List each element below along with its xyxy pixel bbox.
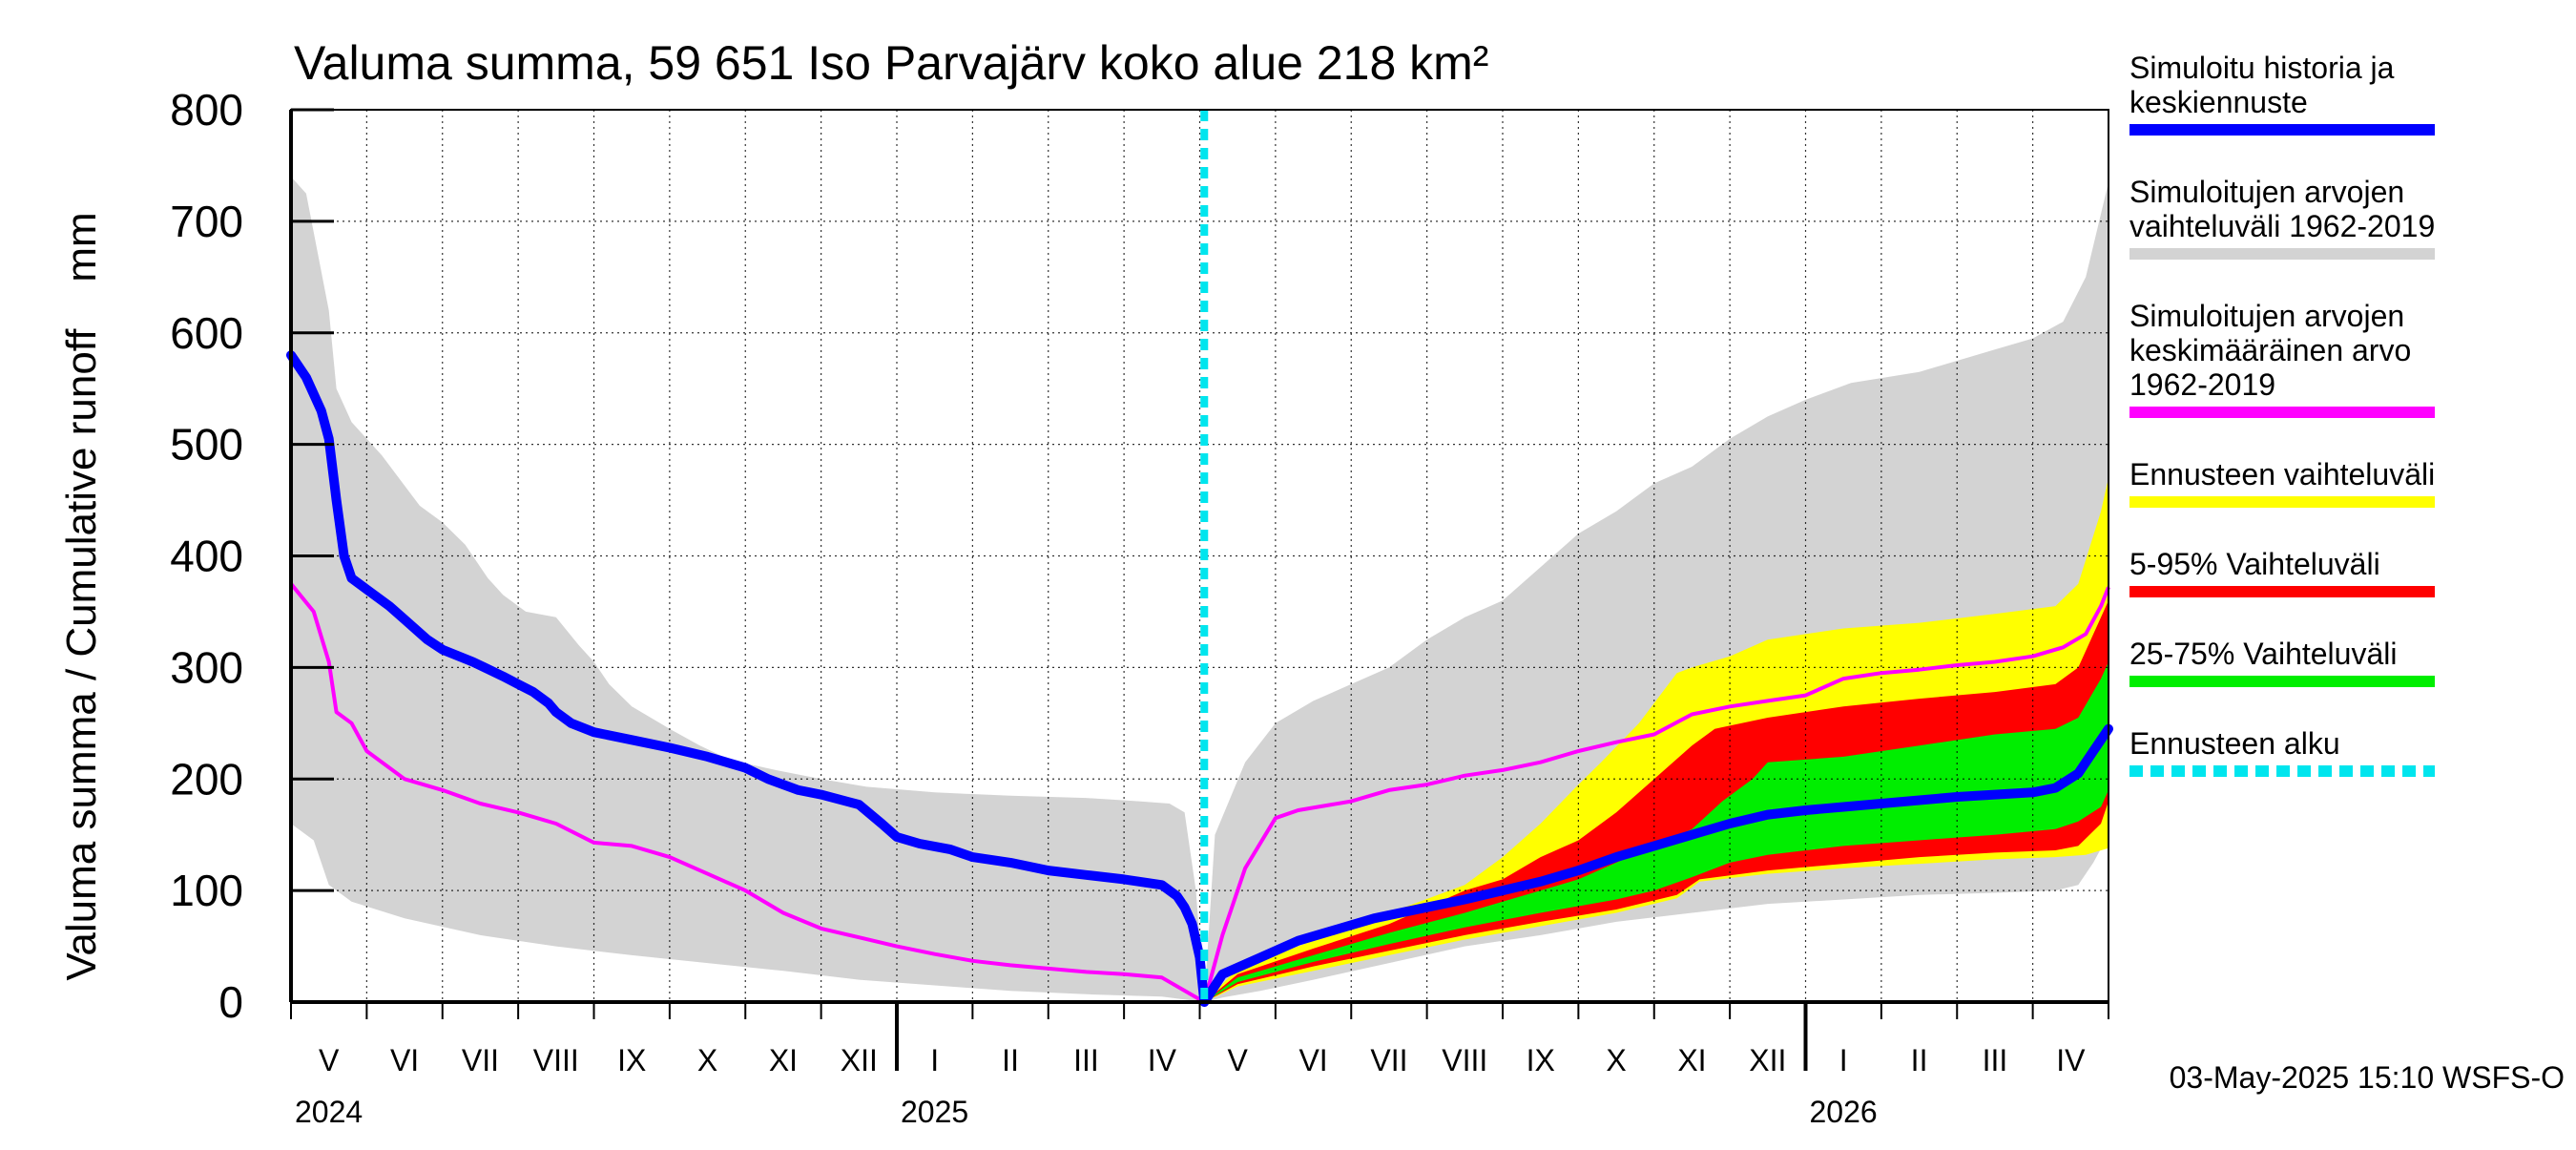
- month-label: I: [930, 1043, 939, 1077]
- month-label: XII: [1749, 1043, 1786, 1077]
- month-label: XI: [1677, 1043, 1706, 1077]
- y-tick-label: 700: [170, 197, 243, 246]
- y-tick-label: 800: [170, 85, 243, 135]
- y-tick-label: 400: [170, 532, 243, 581]
- y-tick-label: 500: [170, 420, 243, 470]
- month-label: I: [1839, 1043, 1848, 1077]
- legend-label: keskiennuste: [2129, 85, 2308, 119]
- month-label: IX: [617, 1043, 646, 1077]
- y-tick-label: 0: [218, 977, 243, 1027]
- p25-75-area: [1204, 661, 2109, 1002]
- y-tick-label: 300: [170, 642, 243, 692]
- year-label: 2025: [901, 1095, 968, 1129]
- month-label: IX: [1527, 1043, 1555, 1077]
- legend-label: vaihteluväli 1962-2019: [2129, 209, 2435, 243]
- legend-label: keskimääräinen arvo: [2129, 333, 2411, 367]
- month-label: VIII: [1442, 1043, 1487, 1077]
- legend-label: Ennusteen alku: [2129, 726, 2340, 761]
- y-tick-label: 600: [170, 308, 243, 358]
- legend-label: Simuloitujen arvojen: [2129, 299, 2404, 333]
- y-tick-label: 100: [170, 866, 243, 915]
- legend-label: Simuloitu historia ja: [2129, 51, 2395, 85]
- legend-label: 25-75% Vaihteluväli: [2129, 637, 2397, 671]
- area-layer: [291, 177, 2109, 1003]
- forecast-range-area: [1204, 477, 2109, 1002]
- month-label: V: [319, 1043, 340, 1077]
- month-label: V: [1228, 1043, 1249, 1077]
- legend-label: Simuloitujen arvojen: [2129, 175, 2404, 209]
- y-tick-label: 200: [170, 754, 243, 804]
- month-label: VIII: [533, 1043, 579, 1077]
- month-label: XII: [841, 1043, 878, 1077]
- legend-label: Ennusteen vaihteluväli: [2129, 457, 2435, 491]
- month-label: VI: [1298, 1043, 1327, 1077]
- year-label: 2024: [295, 1095, 363, 1129]
- month-label: II: [1002, 1043, 1019, 1077]
- month-label: II: [1911, 1043, 1928, 1077]
- month-label: IV: [2056, 1043, 2086, 1077]
- month-label: VII: [462, 1043, 499, 1077]
- month-label: VI: [390, 1043, 419, 1077]
- month-label: X: [1606, 1043, 1626, 1077]
- month-label: X: [697, 1043, 717, 1077]
- legend-label: 5-95% Vaihteluväli: [2129, 547, 2380, 581]
- month-label: IV: [1148, 1043, 1177, 1077]
- month-label: III: [1983, 1043, 2008, 1077]
- chart-title: Valuma summa, 59 651 Iso Parvajärv koko …: [294, 36, 1488, 90]
- month-label: III: [1073, 1043, 1099, 1077]
- month-label: XI: [769, 1043, 798, 1077]
- footer-timestamp: 03-May-2025 15:10 WSFS-O: [2170, 1060, 2565, 1095]
- simulated-line: [286, 350, 2113, 1007]
- y-axis-label: Valuma summa / Cumulative runoff mm: [58, 212, 105, 980]
- p5-95-area: [1204, 600, 2109, 1002]
- month-label: VII: [1370, 1043, 1407, 1077]
- legend-label: 1962-2019: [2129, 367, 2275, 402]
- year-label: 2026: [1810, 1095, 1878, 1129]
